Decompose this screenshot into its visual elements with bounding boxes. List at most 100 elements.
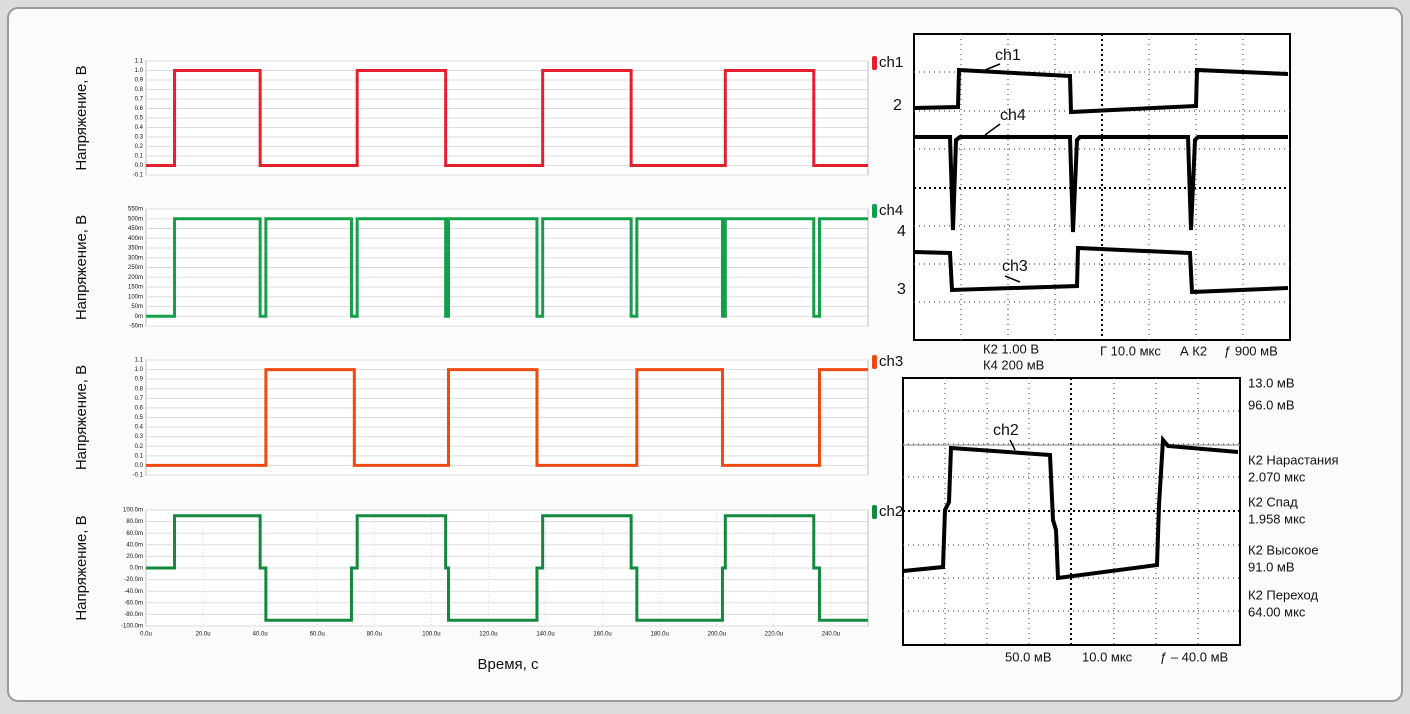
measurement: 64.00 мкс: [1248, 604, 1306, 619]
series-line: [146, 514, 868, 622]
scope-readout: 10.0 мкс: [1082, 649, 1133, 664]
y-axis-label: Напряжение, В: [73, 65, 90, 170]
y-tick-label: 1.1: [135, 59, 144, 65]
y-tick-label: -0.1: [133, 473, 144, 479]
legend-label: ch2: [879, 503, 903, 520]
y-tick-label: 0.2: [135, 144, 144, 150]
trace-label: ch4: [1000, 107, 1026, 124]
y-tick-label: 150m: [128, 285, 143, 291]
y-axis-label: Напряжение, В: [73, 515, 90, 620]
x-tick-label: 200.0u: [708, 632, 726, 638]
y-tick-label: -0.1: [133, 173, 144, 179]
measurement: 91.0 мВ: [1248, 559, 1295, 574]
legend-label: ch3: [879, 353, 903, 370]
y-tick-label: 0.0: [135, 463, 144, 469]
y-tick-label: 100.0m: [123, 508, 143, 514]
trace-marker: 4: [897, 223, 906, 240]
y-tick-label: 20.0m: [126, 554, 143, 560]
y-tick-label: 0m: [135, 314, 143, 320]
scope-traces: [913, 67, 1289, 295]
measurement: 1.958 мкс: [1248, 511, 1306, 526]
trace-label: ch3: [1002, 258, 1028, 275]
scope-readout: А К2: [1180, 343, 1207, 358]
y-tick-label: 350m: [128, 246, 143, 252]
y-tick-label: 50m: [131, 304, 143, 310]
y-tick-label: 0.4: [135, 425, 144, 431]
measurement: К2 Переход: [1248, 587, 1318, 602]
x-tick-label: 40.0u: [253, 632, 268, 638]
x-tick-label: 160.0u: [593, 632, 611, 638]
scope-axis: [903, 378, 1240, 645]
scope-readout: К2 1.00 В: [983, 341, 1039, 356]
legend-swatch: [872, 204, 877, 218]
x-tick-label: 180.0u: [650, 632, 668, 638]
y-tick-label: 0.5: [135, 116, 144, 122]
y-tick-label: 250m: [128, 265, 143, 271]
series-line: [146, 368, 868, 467]
scope-top: ch1 ch4 ch3 2 4 3 К2 1.00 В К4 200 мВ Г …: [893, 33, 1291, 372]
x-tick-label: 20.0u: [196, 632, 211, 638]
scope-readout: К4 200 мВ: [983, 357, 1044, 372]
y-tick-label: -40.0m: [124, 589, 143, 595]
y-tick-label: 0.7: [135, 396, 144, 402]
y-tick-label: -100.0m: [121, 624, 143, 630]
legend-swatch: [872, 355, 877, 369]
y-tick-label: 200m: [128, 275, 143, 281]
y-tick-label: 0.1: [135, 154, 144, 160]
y-tick-label: 0.9: [135, 78, 144, 84]
trace-marker: 3: [897, 281, 906, 298]
scope-callouts: [984, 63, 1021, 283]
measurement: К2 Нарастания: [1248, 452, 1339, 467]
y-tick-label: 0.6: [135, 405, 144, 411]
measurement: 2.070 мкс: [1248, 469, 1306, 484]
y-tick-label: 80.0m: [126, 519, 143, 525]
legend-swatch: [872, 56, 877, 70]
x-tick-label: 60.0u: [310, 632, 325, 638]
measurement: 13.0 мВ: [1248, 375, 1295, 390]
y-tick-label: 1.0: [135, 367, 144, 373]
scope-axis: [914, 34, 1290, 340]
scope-trace: [902, 434, 1239, 581]
scope-grid: [903, 378, 1240, 645]
y-tick-label: 0.0m: [130, 566, 143, 572]
measurement: 96.0 мВ: [1248, 397, 1295, 412]
scope-readout: ƒ 900 мВ: [1224, 343, 1278, 358]
x-axis-label: Время, с: [478, 656, 539, 673]
y-tick-label: 0.2: [135, 444, 144, 450]
y-tick-label: 0.1: [135, 453, 144, 459]
x-tick-label: 120.0u: [479, 632, 497, 638]
y-tick-label: 0.8: [135, 386, 144, 392]
y-tick-label: 100m: [128, 294, 143, 300]
y-tick-label: 0.4: [135, 125, 144, 131]
scope-callout: [1009, 439, 1016, 451]
y-tick-label: 40.0m: [126, 542, 143, 548]
x-tick-label: 140.0u: [536, 632, 554, 638]
y-tick-label: 500m: [128, 216, 143, 222]
y-tick-label: 450m: [128, 226, 143, 232]
x-tick-label: 220.0u: [765, 632, 783, 638]
y-tick-label: 1.0: [135, 68, 144, 74]
trace-label: ch2: [993, 422, 1019, 439]
legend-label: ch4: [879, 202, 903, 219]
scope-readout: Г 10.0 мкс: [1100, 343, 1161, 358]
y-tick-label: 0.9: [135, 377, 144, 383]
y-axis-label: Напряжение, В: [73, 365, 90, 470]
legend-swatch: [872, 505, 877, 519]
x-tick-label: 240.0u: [822, 632, 840, 638]
y-tick-label: 550m: [128, 207, 143, 213]
y-tick-label: 0.3: [135, 434, 144, 440]
trace-label: ch1: [995, 47, 1021, 64]
y-tick-label: 1.1: [135, 358, 144, 364]
x-tick-label: 100.0u: [422, 632, 440, 638]
scope-readout: 50.0 мВ: [1005, 649, 1052, 664]
y-tick-label: -60.0m: [124, 600, 143, 606]
scope-readout: ƒ – 40.0 мВ: [1160, 649, 1228, 664]
measurement: К2 Спад: [1248, 494, 1298, 509]
series-line: [146, 217, 868, 318]
scope-bottom: ch2 13.0 мВ 96.0 мВ К2 Нарастания 2.070 …: [902, 375, 1339, 664]
y-tick-label: 0.7: [135, 97, 144, 103]
y-tick-label: 0.5: [135, 415, 144, 421]
y-tick-label: 400m: [128, 236, 143, 242]
